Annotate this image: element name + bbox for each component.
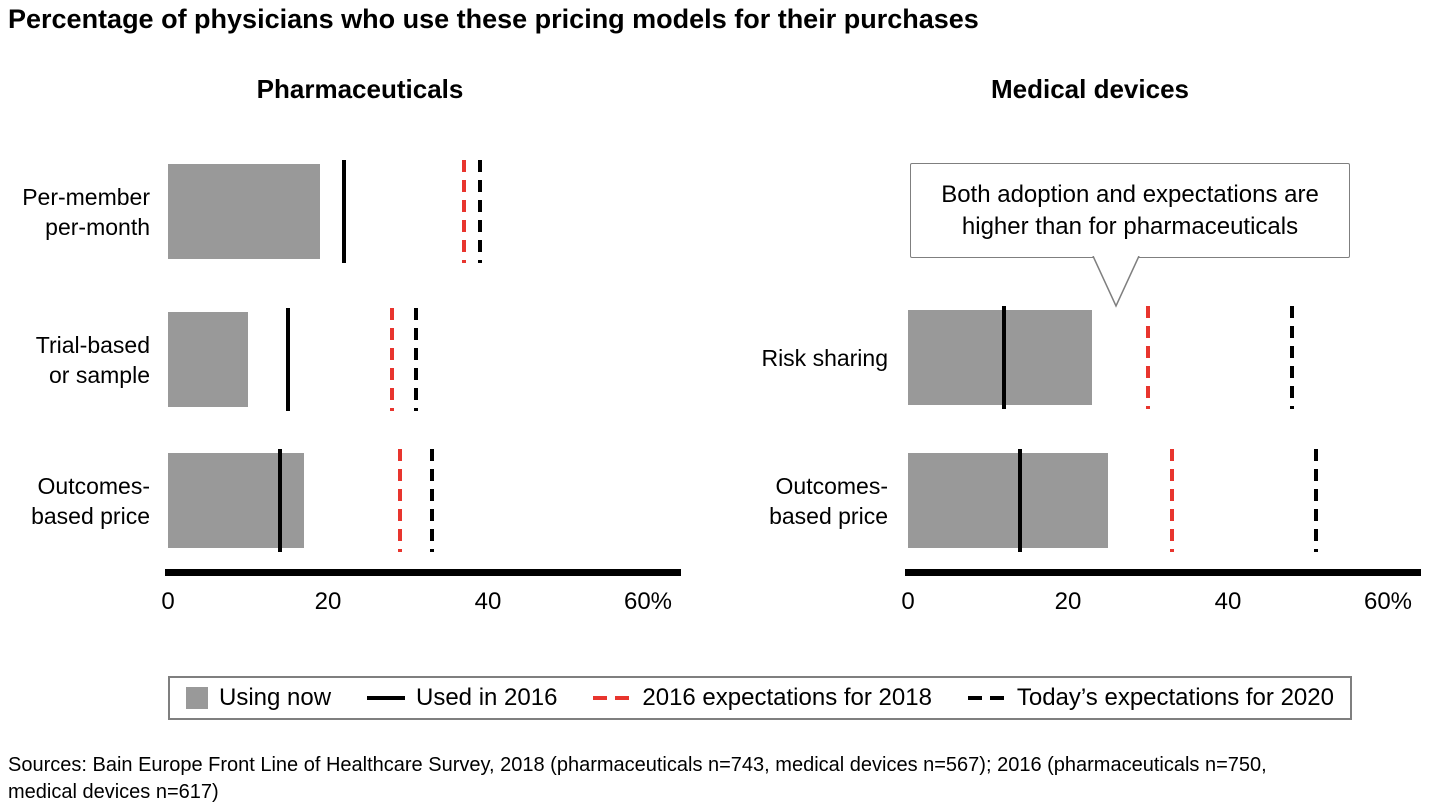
marker-2016-expectations-2018 xyxy=(462,160,466,263)
callout-text: Both adoption and expectations are highe… xyxy=(941,180,1319,240)
panel-title-medical-devices: Medical devices xyxy=(991,74,1189,104)
marker-todays-expectations-2020 xyxy=(430,449,434,552)
marker-2016-expectations-2018 xyxy=(390,308,394,411)
legend-item-label: Used in 2016 xyxy=(416,684,558,711)
category-label: Outcomes-based price xyxy=(588,471,888,531)
category-label: Risk sharing xyxy=(588,343,888,373)
category-label-line: based price xyxy=(769,502,888,529)
category-label-line: or sample xyxy=(49,361,150,388)
black-dashed-line-swatch-icon xyxy=(967,696,1006,700)
legend-item-label: Using now xyxy=(219,684,332,711)
bar-using-now xyxy=(908,310,1092,405)
x-axis-tick-label: 20 xyxy=(1054,588,1082,615)
bar-using-now xyxy=(168,312,248,407)
panel-title-pharmaceuticals: Pharmaceuticals xyxy=(256,74,464,104)
legend-item: Used in 2016 xyxy=(367,684,557,712)
marker-2016-expectations-2018 xyxy=(1170,449,1174,552)
marker-todays-expectations-2020 xyxy=(478,160,482,263)
red-dashed-line-swatch-icon xyxy=(593,696,632,700)
sources-line-1: Sources: Bain Europe Front Line of Healt… xyxy=(8,754,1267,776)
x-axis-tick-label: 60% xyxy=(1363,588,1413,615)
category-label-line: Risk sharing xyxy=(761,344,888,371)
legend-item: Using now xyxy=(186,684,331,712)
sources-line-2: medical devices n=617) xyxy=(8,781,219,803)
bar-using-now xyxy=(908,453,1108,548)
x-axis-tick-label: 40 xyxy=(474,588,502,615)
category-label-line: Outcomes- xyxy=(775,472,888,499)
x-axis-tick-label: 60% xyxy=(623,588,673,615)
marker-used-in-2016 xyxy=(1002,306,1006,409)
category-label: Trial-based or sample xyxy=(0,330,150,390)
solid-line-swatch-icon xyxy=(367,696,405,700)
legend-item: Today’s expectations for 2020 xyxy=(967,684,1334,712)
marker-todays-expectations-2020 xyxy=(1314,449,1318,552)
category-label-line: Per-member xyxy=(22,183,150,210)
category-label-line: based price xyxy=(31,502,150,529)
marker-2016-expectations-2018 xyxy=(1146,306,1150,409)
marker-used-in-2016 xyxy=(1018,449,1022,552)
category-label: Per-member per-month xyxy=(0,182,150,242)
marker-used-in-2016 xyxy=(286,308,290,411)
gray-square-swatch-icon xyxy=(186,687,208,709)
legend-item-label: 2016 expectations for 2018 xyxy=(642,684,932,711)
callout-pointer xyxy=(1092,256,1140,308)
sources: Sources: Bain Europe Front Line of Healt… xyxy=(8,752,1267,806)
x-axis-line xyxy=(905,569,1421,576)
marker-used-in-2016 xyxy=(278,449,282,552)
x-axis-line xyxy=(165,569,681,576)
marker-todays-expectations-2020 xyxy=(414,308,418,411)
x-axis-tick-label: 0 xyxy=(161,588,175,615)
chart-title: Percentage of physicians who use these p… xyxy=(8,4,979,34)
x-axis-tick-label: 0 xyxy=(901,588,915,615)
category-label-line: Outcomes- xyxy=(37,472,150,499)
marker-2016-expectations-2018 xyxy=(398,449,402,552)
category-label-line: per-month xyxy=(45,213,150,240)
bar-using-now xyxy=(168,453,304,548)
bar-using-now xyxy=(168,164,320,259)
x-axis-tick-label: 40 xyxy=(1214,588,1242,615)
legend-item: 2016 expectations for 2018 xyxy=(593,684,932,712)
category-label-line: Trial-based xyxy=(35,331,150,358)
marker-todays-expectations-2020 xyxy=(1290,306,1294,409)
legend: Using now Used in 2016 2016 expectations f… xyxy=(168,676,1352,720)
callout-box: Both adoption and expectations are highe… xyxy=(910,163,1350,258)
x-axis-tick-label: 20 xyxy=(314,588,342,615)
category-label: Outcomes-based price xyxy=(0,471,150,531)
legend-item-label: Today’s expectations for 2020 xyxy=(1016,684,1334,711)
marker-used-in-2016 xyxy=(342,160,346,263)
